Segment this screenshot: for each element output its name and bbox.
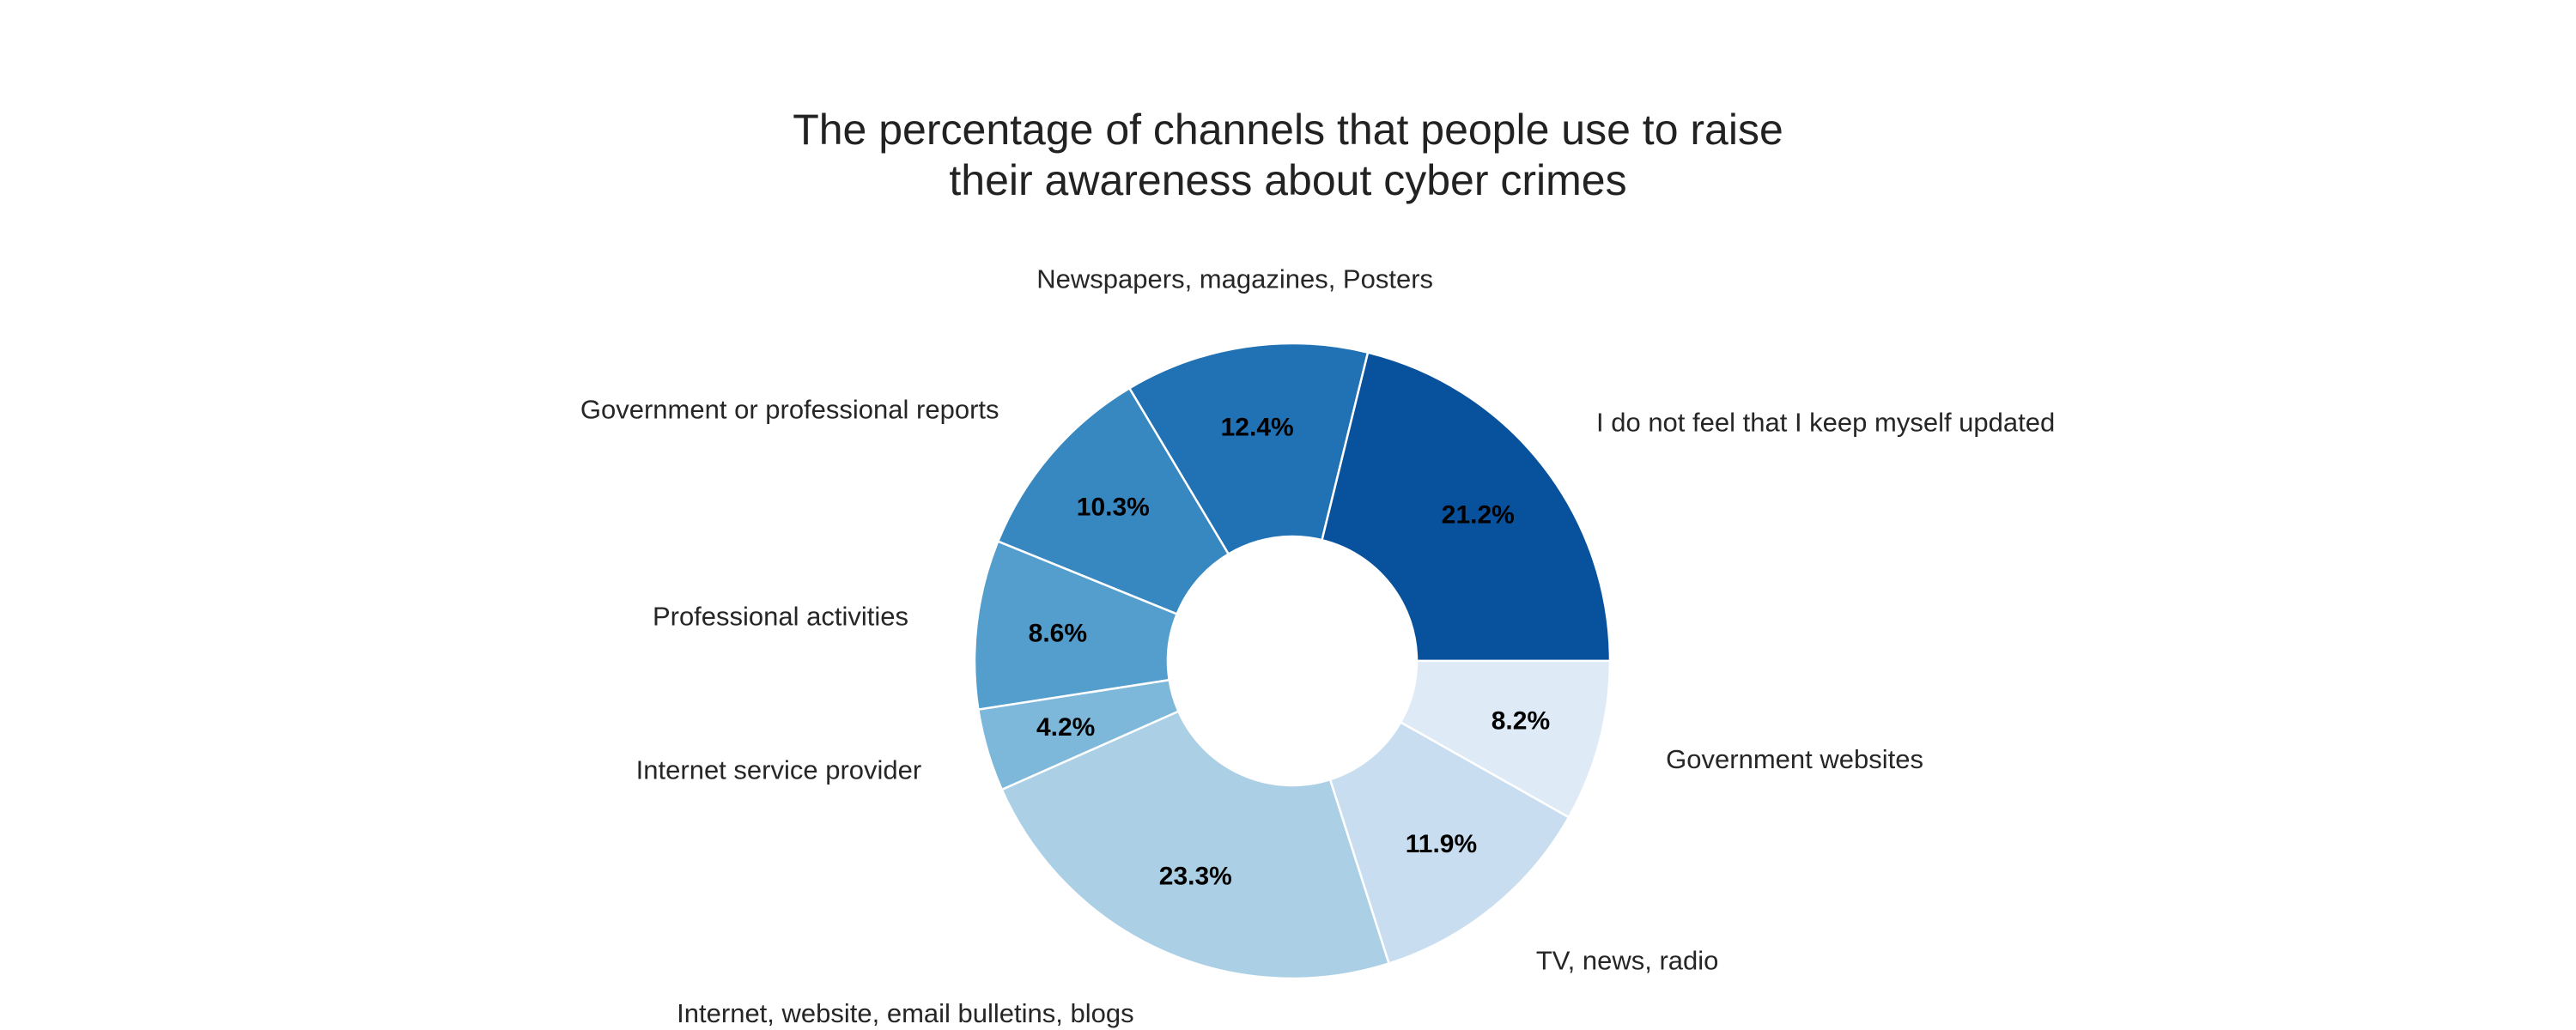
donut-slice: [1320, 351, 1612, 663]
slice-percentage-label: 8.6%: [1029, 620, 1087, 648]
slice-category-label: Newspapers, magazines, Posters: [1036, 264, 1433, 294]
percentage-labels: 21.2% 12.4% 10.3% 8.6% 4.2% 23.3% 11.9% 8.2%: [1029, 414, 1550, 891]
slice-category-label: Professional activities: [653, 601, 908, 631]
donut-slice: [1399, 659, 1612, 819]
slice-percentage-label: 10.3%: [1077, 493, 1150, 521]
chart-title: The percentage of channels that people u…: [793, 106, 1783, 204]
chart-title-line-2: their awareness about cyber crimes: [949, 156, 1626, 204]
slice-percentage-label: 21.2%: [1442, 501, 1515, 530]
chart-title-line-1: The percentage of channels that people u…: [793, 106, 1783, 154]
donut-slice: [996, 386, 1230, 616]
slice-category-label: I do not feel that I keep myself updated: [1596, 408, 2055, 438]
slice-category-label: TV, news, radio: [1536, 946, 1719, 976]
slice-category-label: Government or professional reports: [580, 394, 999, 424]
donut-slices: [973, 342, 1612, 980]
donut-slice: [1127, 342, 1370, 556]
slice-percentage-label: 8.2%: [1492, 706, 1550, 735]
donut-slice: [973, 540, 1179, 712]
category-labels: I do not feel that I keep myself updated…: [580, 264, 2055, 1028]
slice-percentage-label: 23.3%: [1159, 862, 1232, 890]
slice-category-label: Internet, website, email bulletins, blog…: [677, 998, 1133, 1028]
slice-percentage-label: 12.4%: [1221, 414, 1294, 442]
donut-slice: [1328, 720, 1571, 966]
slice-percentage-label: 11.9%: [1406, 830, 1477, 858]
slice-category-label: Internet service provider: [636, 754, 922, 785]
slice-percentage-label: 4.2%: [1036, 713, 1095, 742]
slice-category-label: Government websites: [1666, 744, 1923, 774]
donut-slice: [1000, 710, 1391, 980]
